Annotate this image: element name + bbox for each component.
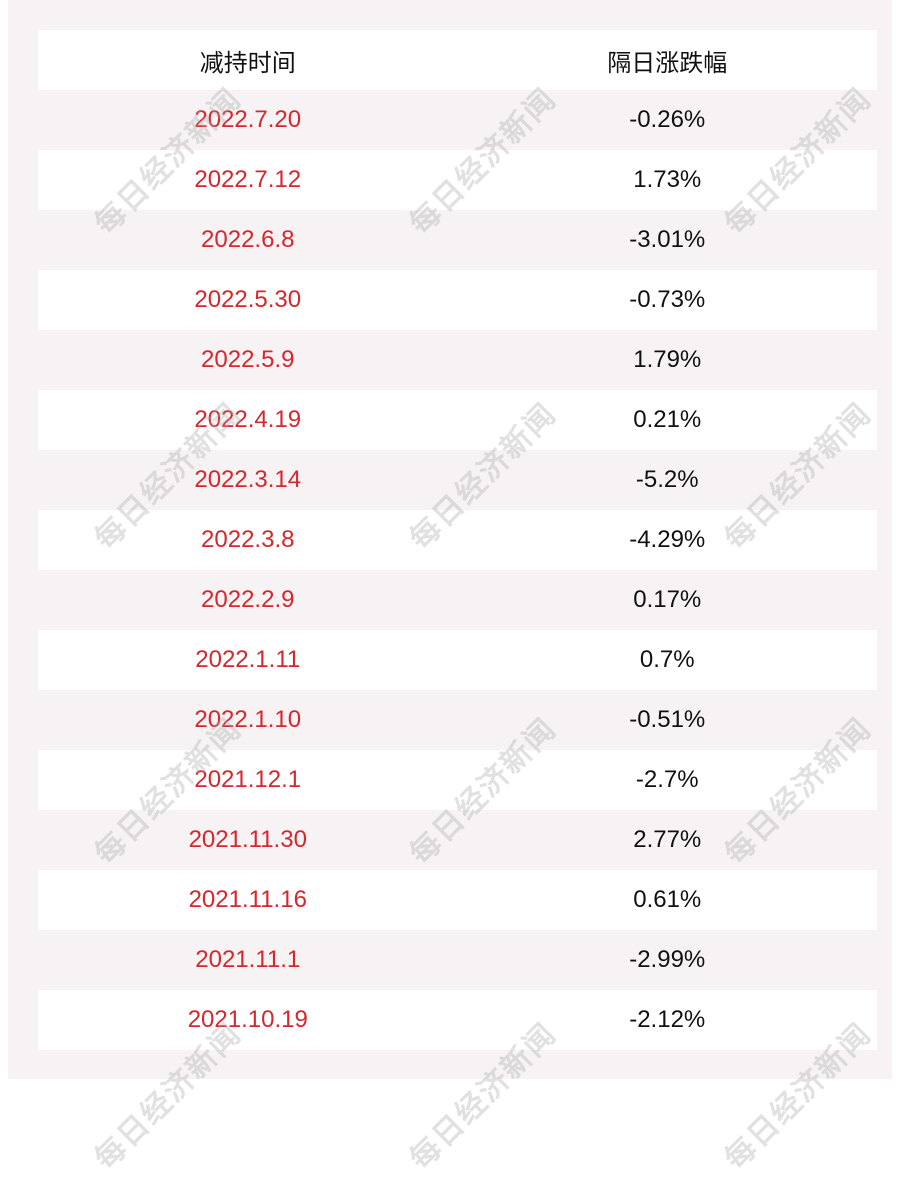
table-row: 2021.11.1 -2.99% bbox=[38, 930, 877, 990]
change-cell: -2.7% bbox=[635, 766, 699, 793]
change-cell: -5.2% bbox=[635, 466, 699, 493]
date-cell: 2022.6.8 bbox=[201, 226, 295, 253]
change-cell: 1.73% bbox=[633, 166, 702, 193]
date-cell: 2021.10.19 bbox=[187, 1006, 308, 1033]
change-cell: -2.99% bbox=[629, 946, 706, 973]
date-cell: 2022.1.11 bbox=[195, 646, 301, 673]
table-row: 2022.4.19 0.21% bbox=[38, 390, 877, 450]
change-cell: 0.61% bbox=[633, 886, 702, 913]
table-row: 2022.5.30 -0.73% bbox=[38, 270, 877, 330]
change-cell: 1.79% bbox=[633, 346, 702, 373]
table-row: 2021.10.19 -2.12% bbox=[38, 990, 877, 1050]
date-cell: 2021.11.1 bbox=[195, 946, 301, 973]
table-row: 2021.11.16 0.61% bbox=[38, 870, 877, 930]
table-row: 2022.7.20 -0.26% bbox=[38, 90, 877, 150]
date-cell: 2022.1.10 bbox=[194, 706, 302, 733]
table-row: 2021.11.30 2.77% bbox=[38, 810, 877, 870]
date-cell: 2022.7.12 bbox=[194, 166, 302, 193]
table-row: 2022.1.11 0.7% bbox=[38, 630, 877, 690]
date-cell: 2022.7.20 bbox=[194, 106, 302, 133]
table-row: 2022.7.12 1.73% bbox=[38, 150, 877, 210]
date-cell: 2021.12.1 bbox=[194, 766, 302, 793]
change-cell: 0.17% bbox=[633, 586, 702, 613]
table-row: 2022.6.8 -3.01% bbox=[38, 210, 877, 270]
date-cell: 2022.5.9 bbox=[201, 346, 295, 373]
date-cell: 2021.11.16 bbox=[188, 886, 307, 913]
date-cell: 2022.4.19 bbox=[194, 406, 302, 433]
date-cell: 2022.3.8 bbox=[201, 526, 295, 553]
table-row: 2022.3.8 -4.29% bbox=[38, 510, 877, 570]
header-date: 减持时间 bbox=[199, 49, 296, 77]
table-row: 2022.5.9 1.79% bbox=[38, 330, 877, 390]
change-cell: 2.77% bbox=[633, 826, 702, 853]
change-cell: -2.12% bbox=[629, 1006, 706, 1033]
date-cell: 2022.3.14 bbox=[194, 466, 302, 493]
change-cell: -0.51% bbox=[629, 706, 706, 733]
date-cell: 2022.2.9 bbox=[201, 586, 295, 613]
change-cell: -3.01% bbox=[629, 226, 706, 253]
table-row: 2022.2.9 0.17% bbox=[38, 570, 877, 630]
table-row: 2022.3.14 -5.2% bbox=[38, 450, 877, 510]
table-row: 2022.1.10 -0.51% bbox=[38, 690, 877, 750]
change-cell: -0.26% bbox=[629, 106, 706, 133]
change-cell: -4.29% bbox=[629, 526, 706, 553]
reduction-table: 减持时间 隔日涨跌幅 2022.7.20 -0.26% 2022.7.12 1.73%… bbox=[38, 30, 877, 1050]
header-change: 隔日涨跌幅 bbox=[607, 49, 728, 77]
change-cell: 0.7% bbox=[639, 646, 695, 673]
table-header: 减持时间 隔日涨跌幅 bbox=[38, 30, 877, 90]
date-cell: 2021.11.30 bbox=[188, 826, 307, 853]
table-row: 2021.12.1 -2.7% bbox=[38, 750, 877, 810]
change-cell: -0.73% bbox=[629, 286, 706, 313]
change-cell: 0.21% bbox=[633, 406, 702, 433]
date-cell: 2022.5.30 bbox=[194, 286, 302, 313]
